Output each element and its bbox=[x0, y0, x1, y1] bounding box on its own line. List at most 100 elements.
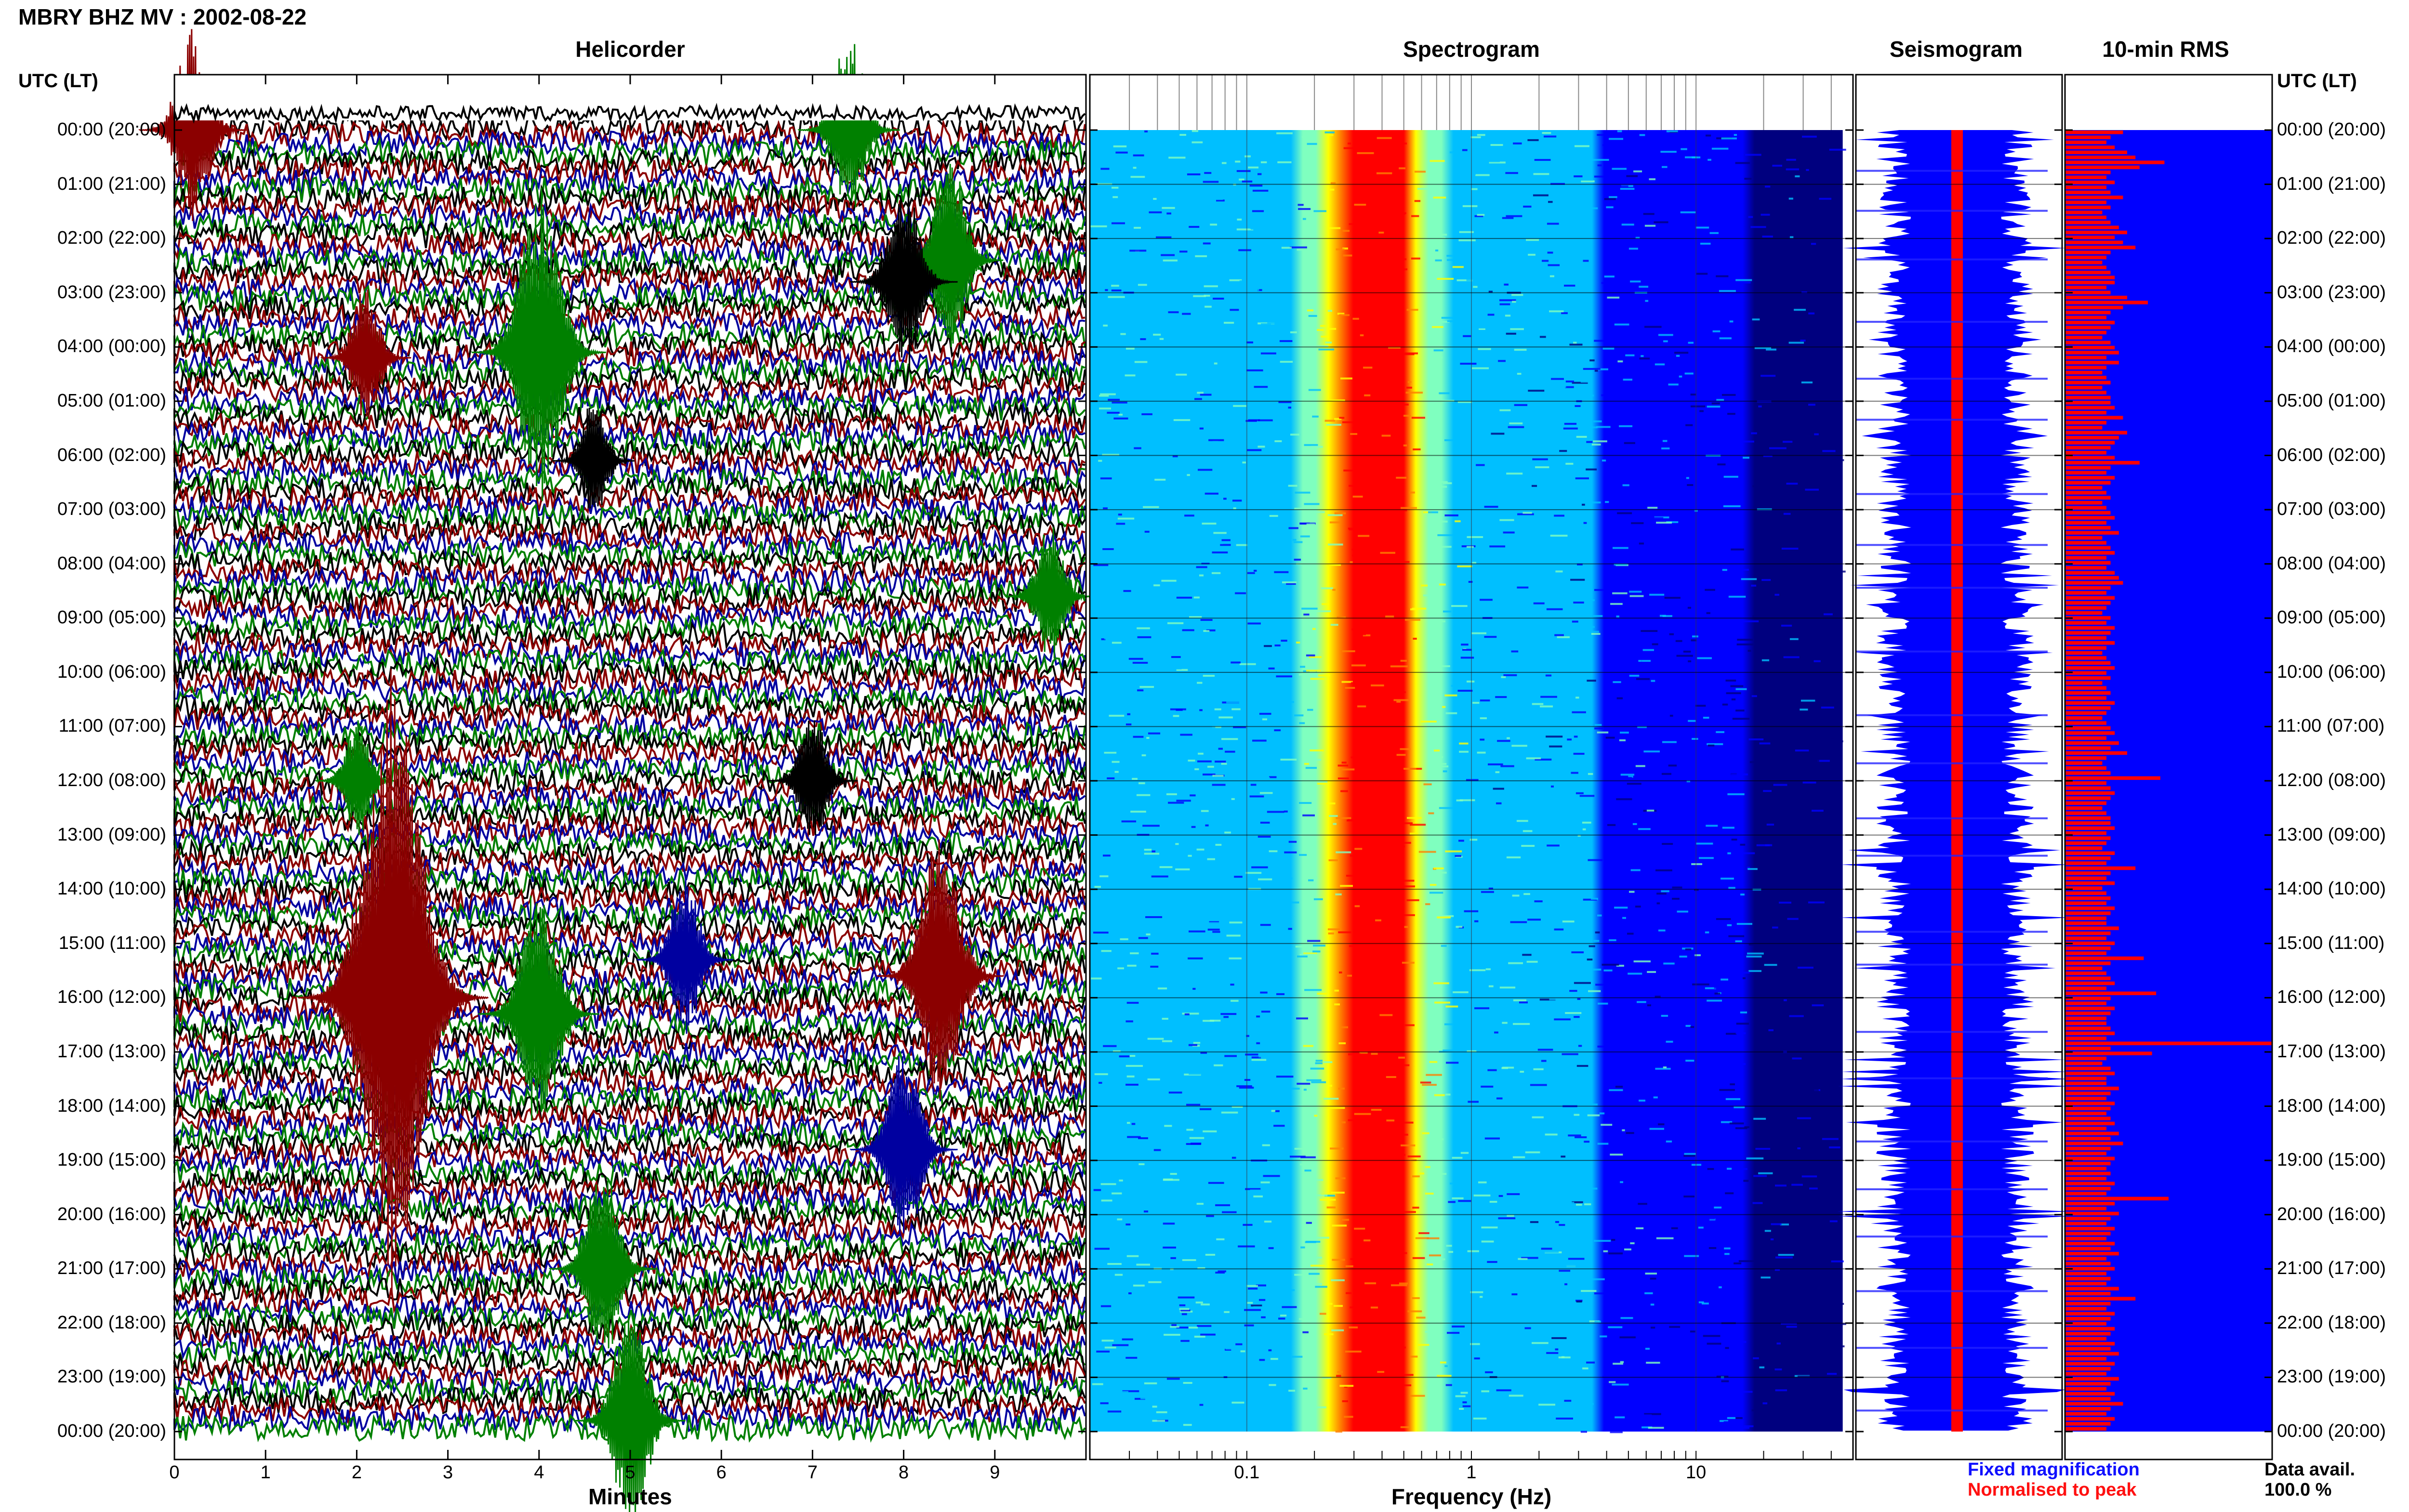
rms-bar bbox=[2065, 916, 2106, 920]
rms-bar bbox=[2065, 460, 2140, 465]
rms-bar bbox=[2065, 501, 2103, 505]
rms-bar bbox=[2065, 666, 2115, 670]
legend-normalised-to-peak: Normalised to peak bbox=[1968, 1480, 2137, 1500]
rms-bar bbox=[2065, 506, 2106, 510]
rms-bar bbox=[2065, 451, 2106, 455]
rms-bar bbox=[2065, 221, 2111, 224]
rms-bar bbox=[2065, 1117, 2111, 1120]
rms-bar bbox=[2065, 866, 2136, 870]
rms-bar bbox=[2065, 366, 2106, 369]
rms-bar bbox=[2065, 636, 2106, 640]
hour-label: 04:00 (00:00) bbox=[57, 336, 166, 357]
rms-bar bbox=[2065, 976, 2111, 980]
helicorder-event bbox=[850, 184, 958, 370]
rms-bar bbox=[2065, 1142, 2123, 1145]
hour-label: 15:00 (11:00) bbox=[58, 933, 166, 953]
rms-bar bbox=[2065, 831, 2106, 835]
minute-tick-label: 3 bbox=[443, 1462, 453, 1483]
rms-bar bbox=[2065, 911, 2111, 915]
rms-bar bbox=[2065, 921, 2106, 925]
helicorder-trace bbox=[173, 756, 1086, 789]
rms-bar bbox=[2065, 936, 2106, 940]
rms-bar bbox=[2065, 1157, 2115, 1160]
rms-bar bbox=[2065, 1367, 2111, 1371]
helicorder-event bbox=[549, 1180, 657, 1349]
rms-bar bbox=[2065, 255, 2106, 260]
helicorder-trace bbox=[173, 373, 1086, 406]
rms-bar bbox=[2065, 401, 2111, 405]
hour-label: 13:00 (09:00) bbox=[2277, 824, 2386, 845]
rms-bar bbox=[2065, 1196, 2169, 1201]
hour-label: 06:00 (02:00) bbox=[2277, 445, 2386, 465]
hour-label: 12:00 (08:00) bbox=[2277, 770, 2386, 790]
rms-bar bbox=[2065, 861, 2106, 865]
rms-bar bbox=[2065, 1341, 2115, 1346]
rms-bar bbox=[2065, 626, 2115, 630]
helicorder-event bbox=[850, 1056, 958, 1234]
rms-bar bbox=[2065, 370, 2103, 375]
helicorder-trace bbox=[173, 129, 1085, 160]
rms-bar bbox=[2065, 1062, 2103, 1065]
data-availability-label: Data avail. bbox=[2264, 1459, 2355, 1480]
rms-bar bbox=[2065, 180, 2115, 184]
rms-bar bbox=[2065, 1407, 2111, 1411]
rms-bar bbox=[2065, 811, 2106, 815]
rms-bar bbox=[2065, 1012, 2111, 1015]
rms-bar bbox=[2065, 301, 2148, 304]
axes-frames bbox=[173, 74, 2273, 1460]
rms-bar bbox=[2065, 676, 2111, 680]
rms-bar bbox=[2065, 486, 2103, 490]
rms-bar bbox=[2065, 1282, 2106, 1286]
rms-bar bbox=[2065, 196, 2123, 199]
rms-bar bbox=[2065, 926, 2119, 930]
rms-bar bbox=[2065, 776, 2160, 780]
rms-bar bbox=[2065, 1272, 2106, 1275]
rms-bar bbox=[2065, 1001, 2106, 1005]
rms-bar bbox=[2065, 521, 2106, 525]
hour-label: 09:00 (05:00) bbox=[57, 607, 166, 628]
rms-bar bbox=[2065, 681, 2103, 685]
hour-label: 23:00 (19:00) bbox=[2277, 1367, 2386, 1387]
helicorder-trace bbox=[173, 638, 1086, 670]
rms-bar bbox=[2065, 721, 2106, 725]
rms-bar bbox=[2065, 886, 2103, 890]
rms-bar bbox=[2065, 1236, 2106, 1241]
spectrogram-title: Spectrogram bbox=[1403, 37, 1540, 62]
rms-bar bbox=[2065, 696, 2106, 700]
hour-label: 07:00 (03:00) bbox=[57, 499, 166, 520]
rms-bar bbox=[2065, 1146, 2111, 1151]
rms-bar bbox=[2065, 175, 2106, 179]
rms-bar bbox=[2065, 1021, 2106, 1026]
hour-label: 16:00 (12:00) bbox=[57, 987, 166, 1008]
helicorder-trace bbox=[173, 119, 1086, 150]
rms-bar bbox=[2065, 621, 2106, 625]
rms-bar bbox=[2065, 1307, 2106, 1311]
rms-bar bbox=[2065, 671, 2106, 675]
rms-bar bbox=[2065, 261, 2103, 264]
rms-bar bbox=[2065, 1427, 2106, 1431]
rms-bar bbox=[2065, 190, 2111, 195]
hour-label: 15:00 (11:00) bbox=[2277, 933, 2385, 953]
helicorder-trace bbox=[173, 520, 1085, 552]
rms-bar bbox=[2065, 246, 2136, 250]
hour-label: 11:00 (07:00) bbox=[2277, 716, 2385, 736]
rms-bar bbox=[2065, 1066, 2111, 1070]
rms-bar bbox=[2065, 446, 2111, 450]
rms-bar bbox=[2065, 481, 2111, 485]
rms-bar bbox=[2065, 1102, 2115, 1105]
rms-bar bbox=[2065, 466, 2111, 470]
rms-bar bbox=[2065, 1207, 2106, 1210]
helicorder-trace bbox=[173, 501, 1086, 532]
frequency-tick-label: 10 bbox=[1686, 1462, 1707, 1483]
rms-bar bbox=[2065, 806, 2103, 810]
rms-bar bbox=[2065, 901, 2106, 905]
rms-bar bbox=[2065, 616, 2111, 620]
rms-bar bbox=[2065, 686, 2106, 690]
rms-bar bbox=[2065, 651, 2103, 655]
rms-bar bbox=[2065, 160, 2165, 164]
hour-label: 13:00 (09:00) bbox=[57, 824, 166, 845]
rms-bar bbox=[2065, 1347, 2111, 1351]
hour-label: 01:00 (21:00) bbox=[2277, 173, 2386, 194]
minute-tick-label: 0 bbox=[169, 1462, 180, 1483]
rms-bar bbox=[2065, 986, 2106, 990]
